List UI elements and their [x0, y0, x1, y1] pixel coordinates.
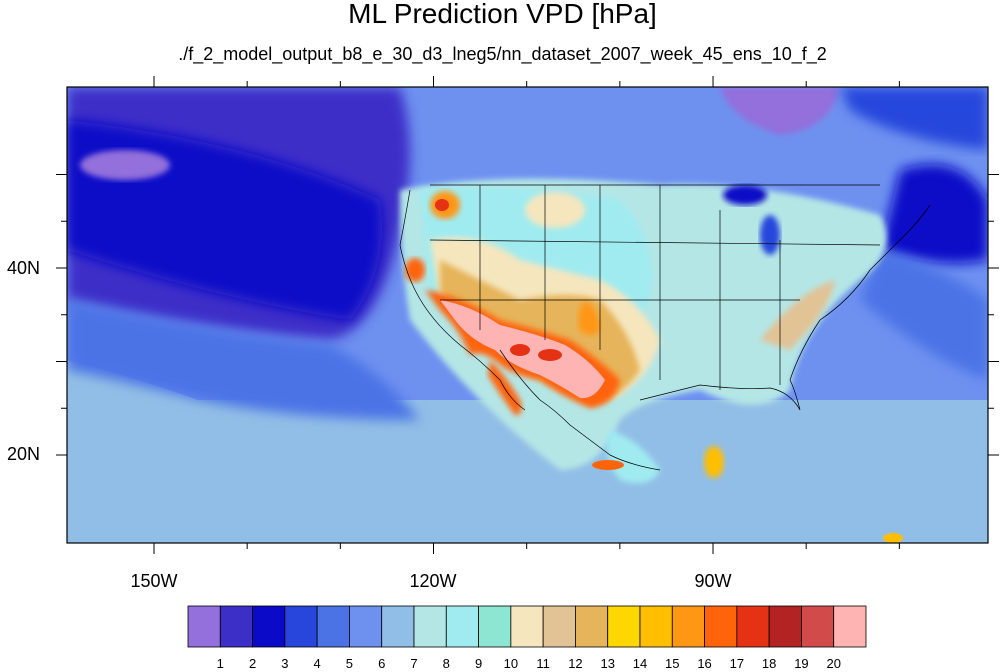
colorbar-label: 5	[345, 656, 354, 671]
colorbar-label: 20	[826, 656, 841, 671]
coastlines	[399, 184, 931, 471]
colorbar-swatch	[445, 605, 479, 648]
colorbar	[187, 605, 867, 648]
colorbar-swatch	[575, 605, 609, 648]
colorbar-label: 12	[568, 656, 583, 671]
colorbar-swatch	[801, 605, 835, 648]
colorbar-swatch	[768, 605, 802, 648]
colorbar-swatch	[252, 605, 286, 648]
colorbar-swatch	[542, 605, 576, 648]
colorbar-swatch	[219, 605, 253, 648]
colorbar-swatch	[478, 605, 512, 648]
lon-label-150w: 150W	[130, 571, 178, 591]
colorbar-swatch	[187, 605, 221, 648]
colorbar-swatch	[639, 605, 673, 648]
lat-label-40n: 40N	[6, 258, 40, 278]
colorbar-swatch	[381, 605, 415, 648]
colorbar-label: 1	[216, 656, 224, 671]
lon-label-90w: 90W	[694, 571, 732, 591]
map-title: ML Prediction VPD [hPa]	[348, 0, 657, 29]
colorbar-swatch	[316, 605, 350, 648]
axis-ticks	[56, 76, 999, 554]
lon-label-120w: 120W	[409, 571, 457, 591]
colorbar-label: 15	[665, 656, 680, 671]
colorbar-label: 2	[248, 656, 257, 671]
colorbar-label: 7	[410, 656, 418, 671]
colorbar-swatch	[671, 605, 705, 648]
colorbar-label: 13	[600, 656, 615, 671]
colorbar-swatch	[704, 605, 738, 648]
colorbar-label: 11	[536, 656, 550, 671]
colorbar-swatch	[413, 605, 447, 648]
colorbar-swatch	[736, 605, 770, 648]
colorbar-label: 19	[794, 656, 809, 671]
colorbar-label: 18	[761, 656, 777, 671]
colorbar-swatch	[833, 605, 867, 648]
colorbar-label: 17	[729, 656, 745, 671]
colorbar-swatch	[510, 605, 544, 648]
colorbar-label: 10	[503, 656, 519, 671]
colorbar-swatch	[284, 605, 318, 648]
colorbar-label: 8	[442, 656, 450, 671]
colorbar-swatch	[607, 605, 641, 648]
colorbar-label: 4	[313, 656, 321, 671]
colorbar-label: 6	[378, 656, 386, 671]
colorbar-swatch	[349, 605, 383, 648]
lat-label-20n: 20N	[6, 444, 40, 464]
colorbar-label: 14	[632, 656, 648, 671]
colorbar-label: 16	[697, 656, 712, 671]
map-subtitle: ./f_2_model_output_b8_e_30_d3_lneg5/nn_d…	[178, 44, 827, 64]
vpd-field	[67, 87, 988, 543]
colorbar-label: 3	[281, 656, 289, 671]
colorbar-label: 9	[474, 656, 483, 671]
